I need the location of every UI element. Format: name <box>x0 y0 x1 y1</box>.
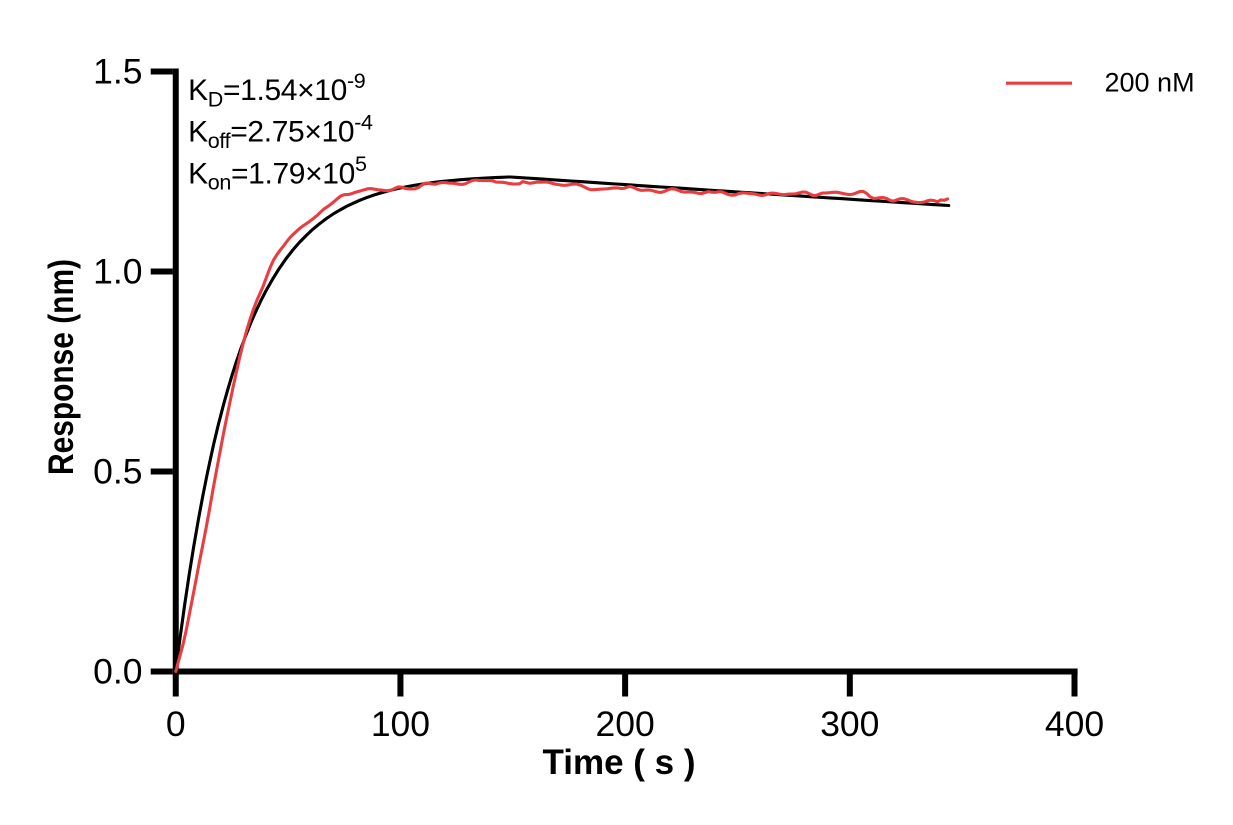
svg-text:1.0: 1.0 <box>93 252 142 292</box>
svg-text:0: 0 <box>166 704 186 744</box>
svg-text:300: 300 <box>820 704 879 744</box>
svg-text:0.5: 0.5 <box>93 452 142 492</box>
svg-text:100: 100 <box>371 704 430 744</box>
svg-text:Kon=1.79×105: Kon=1.79×105 <box>188 152 367 195</box>
svg-text:Time ( s ): Time ( s ) <box>542 743 695 782</box>
svg-text:Response (nm): Response (nm) <box>42 259 81 475</box>
svg-text:200 nM: 200 nM <box>1105 68 1195 98</box>
svg-text:KD=1.54×10-9: KD=1.54×10-9 <box>188 69 365 112</box>
svg-text:0.0: 0.0 <box>93 652 142 692</box>
svg-text:Koff=2.75×10-4: Koff=2.75×10-4 <box>188 111 373 154</box>
svg-text:400: 400 <box>1045 704 1104 744</box>
svg-text:200: 200 <box>596 704 655 744</box>
svg-text:1.5: 1.5 <box>93 52 142 92</box>
